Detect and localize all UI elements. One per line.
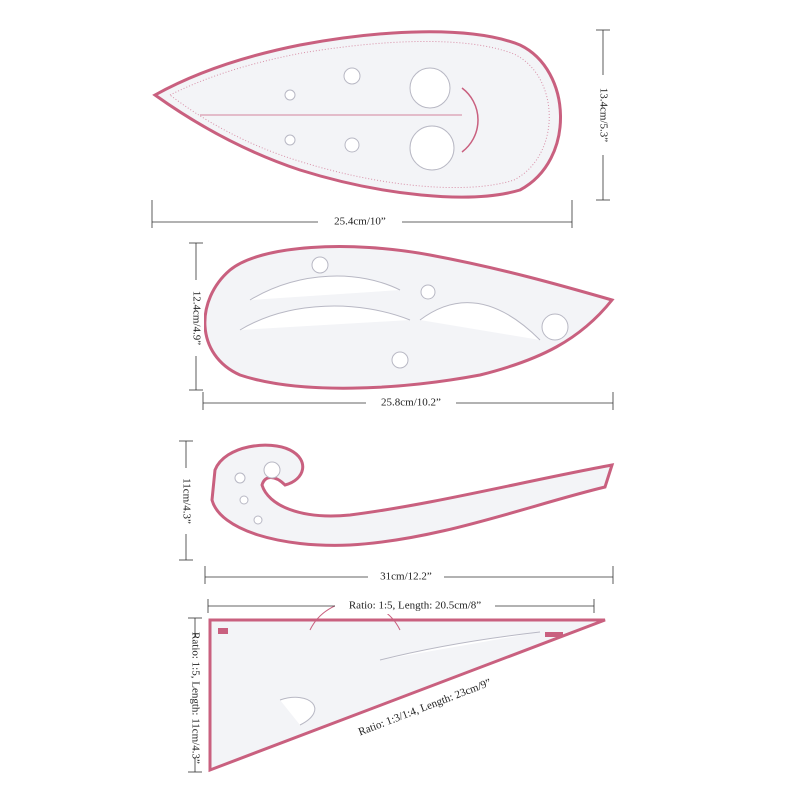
height-label: 13.4cm/5.3”: [597, 88, 609, 142]
side-label: Ratio: 1:5, Length: 11cm/4.3”: [189, 632, 201, 764]
height-label: 12.4cm/4.9”: [190, 291, 202, 345]
ruler-2: 25.8cm/10.2” 12.4cm/4.9”: [188, 242, 615, 411]
width-label: 25.8cm/10.2”: [381, 397, 441, 409]
width-label: 25.4cm/10”: [334, 216, 386, 228]
top-label: Ratio: 1:5, Length: 20.5cm/8”: [349, 600, 481, 612]
ruler-1: 25.4cm/10” 13.4cm/5.3”: [151, 29, 611, 230]
width-label: 31cm/12.2”: [380, 571, 432, 583]
ruler-3: 31cm/12.2” 11cm/4.3”: [178, 440, 615, 585]
ruler-4: Ratio: 1:5, Length: 20.5cm/8” Ratio: 1:5…: [187, 598, 606, 773]
height-label: 11cm/4.3”: [180, 478, 192, 524]
